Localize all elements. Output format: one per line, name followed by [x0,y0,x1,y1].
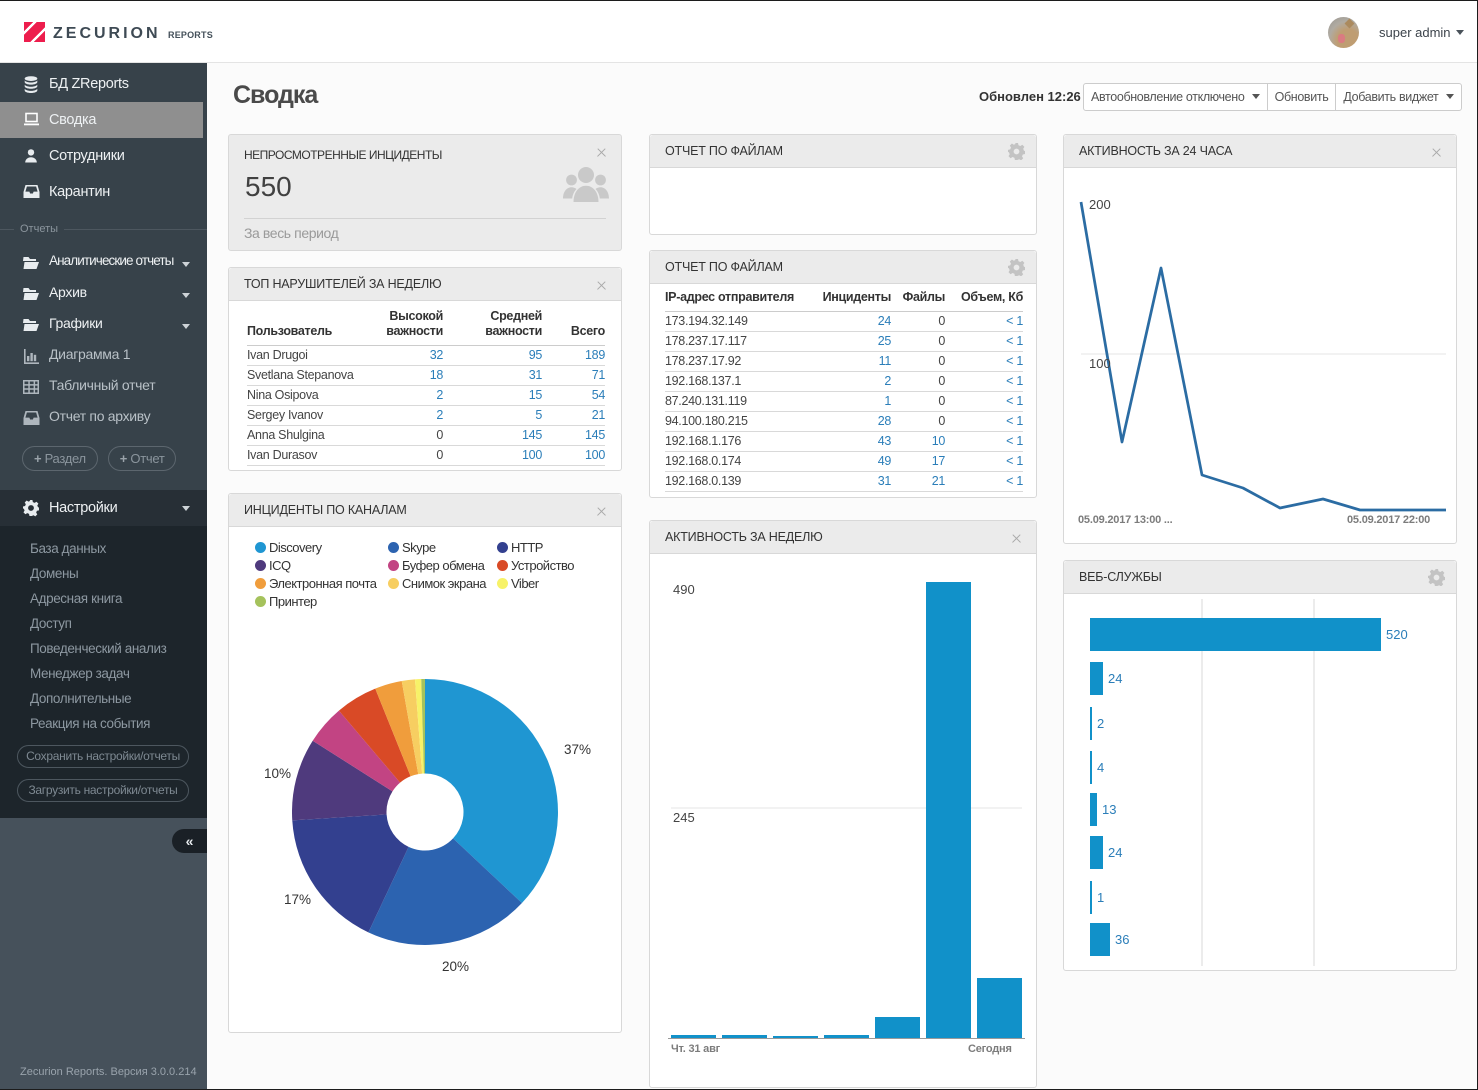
svg-text:1: 1 [1097,890,1104,905]
svg-text:24: 24 [1108,845,1122,860]
svg-text:24: 24 [1108,671,1122,686]
svg-text:36: 36 [1115,932,1129,947]
svg-text:2: 2 [1097,716,1104,731]
svg-text:13: 13 [1102,802,1116,817]
svg-text:520: 520 [1386,627,1408,642]
svg-text:4: 4 [1097,760,1104,775]
